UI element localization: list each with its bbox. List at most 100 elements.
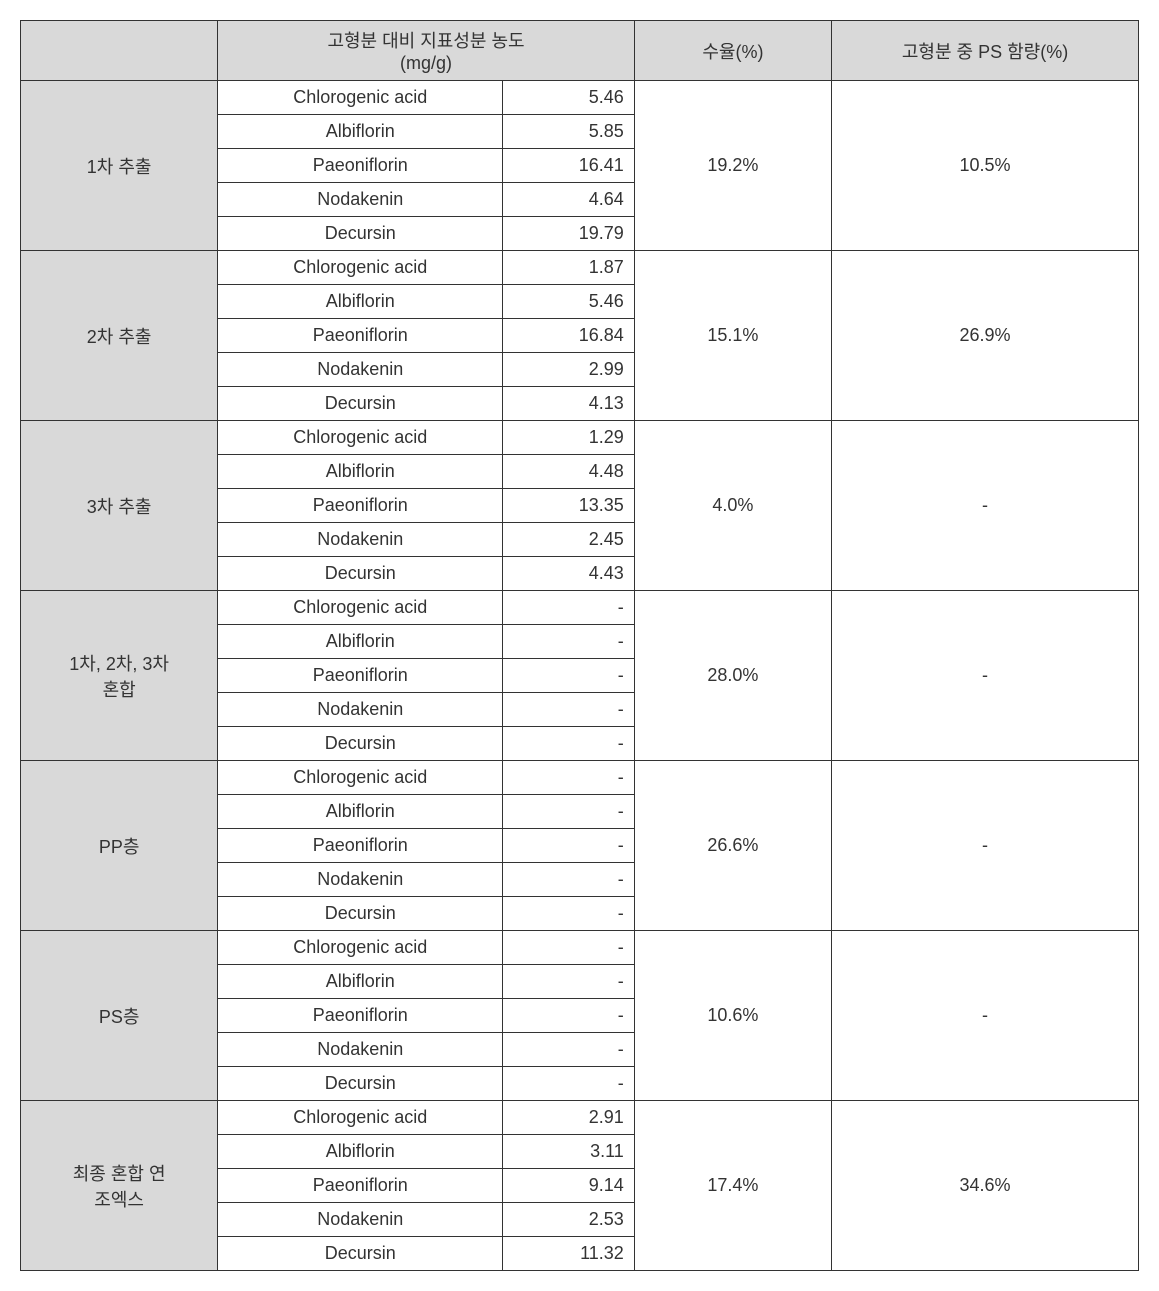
concentration-value: 5.46 (503, 285, 635, 319)
ps-content-value: - (832, 421, 1139, 591)
group-label: 최종 혼합 연 조엑스 (21, 1101, 218, 1271)
ps-content-value: - (832, 591, 1139, 761)
component-name: Albiflorin (218, 115, 503, 149)
ps-content-value: 34.6% (832, 1101, 1139, 1271)
component-name: Albiflorin (218, 1135, 503, 1169)
table-row: PP층Chlorogenic acid-26.6%- (21, 761, 1139, 795)
yield-value: 28.0% (634, 591, 831, 761)
group-label: 1차 추출 (21, 81, 218, 251)
component-name: Chlorogenic acid (218, 421, 503, 455)
concentration-value: - (503, 693, 635, 727)
concentration-value: 4.64 (503, 183, 635, 217)
table-row: 1차, 2차, 3차 혼합Chlorogenic acid-28.0%- (21, 591, 1139, 625)
concentration-value: 11.32 (503, 1237, 635, 1271)
concentration-value: - (503, 795, 635, 829)
ps-content-value: - (832, 931, 1139, 1101)
component-name: Paeoniflorin (218, 659, 503, 693)
concentration-value: - (503, 931, 635, 965)
concentration-value: 13.35 (503, 489, 635, 523)
component-name: Chlorogenic acid (218, 761, 503, 795)
component-name: Albiflorin (218, 625, 503, 659)
concentration-value: 2.45 (503, 523, 635, 557)
component-name: Decursin (218, 557, 503, 591)
component-name: Nodakenin (218, 693, 503, 727)
concentration-value: 4.13 (503, 387, 635, 421)
concentration-value: 9.14 (503, 1169, 635, 1203)
concentration-value: - (503, 625, 635, 659)
component-name: Paeoniflorin (218, 829, 503, 863)
concentration-value: - (503, 1033, 635, 1067)
component-name: Albiflorin (218, 285, 503, 319)
yield-value: 15.1% (634, 251, 831, 421)
component-name: Nodakenin (218, 1203, 503, 1237)
component-name: Nodakenin (218, 863, 503, 897)
yield-value: 10.6% (634, 931, 831, 1101)
concentration-value: 5.46 (503, 81, 635, 115)
component-name: Nodakenin (218, 183, 503, 217)
ps-content-value: 10.5% (832, 81, 1139, 251)
component-name: Chlorogenic acid (218, 591, 503, 625)
concentration-value: - (503, 659, 635, 693)
component-name: Nodakenin (218, 1033, 503, 1067)
table-row: 1차 추출Chlorogenic acid5.4619.2%10.5% (21, 81, 1139, 115)
ps-content-value: 26.9% (832, 251, 1139, 421)
concentration-value: 16.41 (503, 149, 635, 183)
concentration-value: 2.99 (503, 353, 635, 387)
table-header: 고형분 대비 지표성분 농도 (mg/g) 수율(%) 고형분 중 PS 함량(… (21, 21, 1139, 81)
concentration-value: 3.11 (503, 1135, 635, 1169)
extraction-data-table: 고형분 대비 지표성분 농도 (mg/g) 수율(%) 고형분 중 PS 함량(… (20, 20, 1139, 1271)
yield-value: 4.0% (634, 421, 831, 591)
component-name: Nodakenin (218, 353, 503, 387)
component-name: Paeoniflorin (218, 1169, 503, 1203)
component-name: Decursin (218, 1237, 503, 1271)
group-label: PS층 (21, 931, 218, 1101)
component-name: Albiflorin (218, 455, 503, 489)
concentration-value: - (503, 897, 635, 931)
concentration-value: 1.29 (503, 421, 635, 455)
concentration-value: - (503, 965, 635, 999)
component-name: Paeoniflorin (218, 489, 503, 523)
header-ps: 고형분 중 PS 함량(%) (832, 21, 1139, 81)
concentration-value: 1.87 (503, 251, 635, 285)
yield-value: 19.2% (634, 81, 831, 251)
component-name: Chlorogenic acid (218, 931, 503, 965)
component-name: Nodakenin (218, 523, 503, 557)
concentration-value: - (503, 591, 635, 625)
concentration-value: 5.85 (503, 115, 635, 149)
header-concentration: 고형분 대비 지표성분 농도 (mg/g) (218, 21, 635, 81)
component-name: Chlorogenic acid (218, 251, 503, 285)
concentration-value: - (503, 999, 635, 1033)
component-name: Decursin (218, 217, 503, 251)
yield-value: 17.4% (634, 1101, 831, 1271)
concentration-value: 2.91 (503, 1101, 635, 1135)
component-name: Paeoniflorin (218, 319, 503, 353)
concentration-value: 16.84 (503, 319, 635, 353)
concentration-value: - (503, 829, 635, 863)
component-name: Chlorogenic acid (218, 81, 503, 115)
header-blank (21, 21, 218, 81)
table-row: PS층Chlorogenic acid-10.6%- (21, 931, 1139, 965)
yield-value: 26.6% (634, 761, 831, 931)
ps-content-value: - (832, 761, 1139, 931)
group-label: 3차 추출 (21, 421, 218, 591)
header-yield: 수율(%) (634, 21, 831, 81)
component-name: Albiflorin (218, 795, 503, 829)
table-row: 3차 추출Chlorogenic acid1.294.0%- (21, 421, 1139, 455)
group-label: 2차 추출 (21, 251, 218, 421)
concentration-value: - (503, 727, 635, 761)
table-body: 1차 추출Chlorogenic acid5.4619.2%10.5%Albif… (21, 81, 1139, 1271)
component-name: Chlorogenic acid (218, 1101, 503, 1135)
concentration-value: - (503, 761, 635, 795)
component-name: Albiflorin (218, 965, 503, 999)
concentration-value: 2.53 (503, 1203, 635, 1237)
component-name: Paeoniflorin (218, 149, 503, 183)
concentration-value: - (503, 863, 635, 897)
component-name: Decursin (218, 727, 503, 761)
table-row: 2차 추출Chlorogenic acid1.8715.1%26.9% (21, 251, 1139, 285)
component-name: Decursin (218, 1067, 503, 1101)
group-label: 1차, 2차, 3차 혼합 (21, 591, 218, 761)
component-name: Paeoniflorin (218, 999, 503, 1033)
table-row: 최종 혼합 연 조엑스Chlorogenic acid2.9117.4%34.6… (21, 1101, 1139, 1135)
concentration-value: - (503, 1067, 635, 1101)
group-label: PP층 (21, 761, 218, 931)
